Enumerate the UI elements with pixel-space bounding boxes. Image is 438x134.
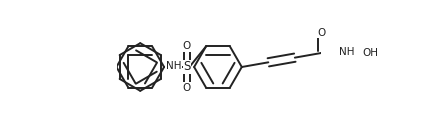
Text: NH: NH	[166, 61, 181, 71]
Text: O: O	[317, 28, 325, 38]
Text: OH: OH	[362, 48, 378, 58]
Text: NH: NH	[339, 47, 355, 57]
Text: S: S	[183, 60, 191, 74]
Text: O: O	[183, 83, 191, 93]
Text: O: O	[183, 41, 191, 51]
